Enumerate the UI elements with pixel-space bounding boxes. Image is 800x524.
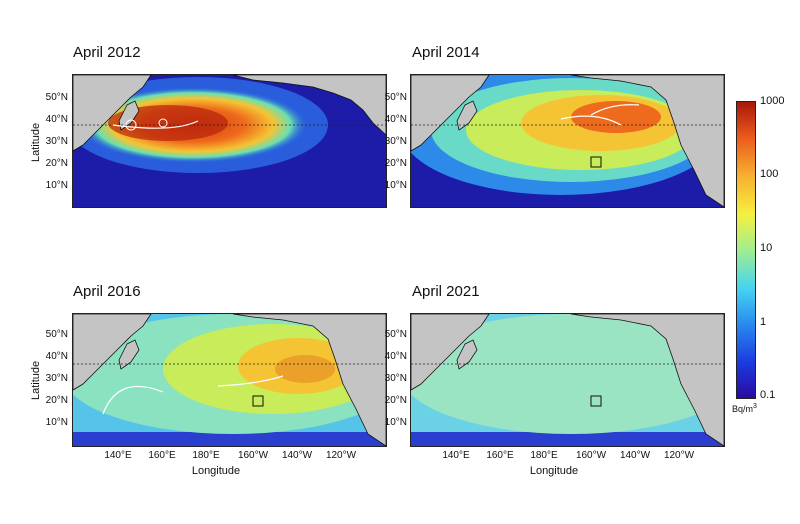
ylabel-bottom: Latitude — [30, 360, 42, 400]
xlabel-left: Longitude — [191, 465, 241, 477]
colorbar-unit-text: Bq/m — [732, 404, 754, 414]
lat-tick-20n-top-left: 20°N — [45, 158, 68, 169]
lat-tick-50n-bottom-left: 50°N — [45, 329, 68, 340]
lat-tick-20n-bottom-right: 20°N — [384, 395, 407, 406]
map-april-2014 — [410, 74, 725, 208]
colorbar-tick-1000: 1000 — [760, 95, 785, 107]
xlabel-right: Longitude — [529, 465, 579, 477]
lat-tick-20n-top-right: 20°N — [384, 158, 407, 169]
lat-tick-50n-bottom-right: 50°N — [384, 329, 407, 340]
map-april-2012 — [72, 74, 387, 208]
lat-tick-40n-top-right: 40°N — [384, 114, 407, 125]
lat-tick-10n-top-left: 10°N — [45, 180, 68, 191]
lat-tick-30n-bottom-left: 30°N — [45, 373, 68, 384]
lat-tick-30n-top-left: 30°N — [45, 136, 68, 147]
lon-tick-140w-right: 140°W — [619, 450, 651, 461]
lat-tick-40n-top-left: 40°N — [45, 114, 68, 125]
lon-tick-160w-left: 160°W — [237, 450, 269, 461]
lat-tick-10n-bottom-left: 10°N — [45, 417, 68, 428]
lat-tick-40n-bottom-right: 40°N — [384, 351, 407, 362]
lon-tick-140e-right: 140°E — [442, 450, 470, 461]
panel-title-2014: April 2014 — [412, 44, 480, 61]
map-april-2021 — [410, 313, 725, 447]
lon-tick-160e-left: 160°E — [148, 450, 176, 461]
panel-title-2012: April 2012 — [73, 44, 141, 61]
lon-tick-120w-right: 120°W — [663, 450, 695, 461]
colorbar-tick-10: 10 — [760, 242, 773, 254]
map-april-2016 — [72, 313, 387, 447]
colorbar-tick-1: 1 — [760, 316, 767, 328]
lat-tick-30n-bottom-right: 30°N — [384, 373, 407, 384]
colorbar-unit-sup: 3 — [753, 403, 757, 410]
lat-tick-50n-top-right: 50°N — [384, 92, 407, 103]
lon-tick-160e-right: 160°E — [486, 450, 514, 461]
panel-title-2021: April 2021 — [412, 283, 480, 300]
lon-tick-120w-left: 120°W — [325, 450, 357, 461]
colorbar — [736, 101, 756, 399]
lat-tick-10n-top-right: 10°N — [384, 180, 407, 191]
lat-tick-30n-top-right: 30°N — [384, 136, 407, 147]
lat-tick-20n-bottom-left: 20°N — [45, 395, 68, 406]
lon-tick-180e-left: 180°E — [192, 450, 220, 461]
lat-tick-10n-bottom-right: 10°N — [384, 417, 407, 428]
lon-tick-160w-right: 160°W — [575, 450, 607, 461]
lat-tick-50n-top-left: 50°N — [45, 92, 68, 103]
colorbar-tick-100: 100 — [760, 168, 779, 180]
ylabel-top: Latitude — [30, 122, 42, 162]
colorbar-unit: Bq/m3 — [732, 403, 757, 414]
colorbar-tick-0-1: 0.1 — [760, 389, 776, 401]
lat-tick-40n-bottom-left: 40°N — [45, 351, 68, 362]
panel-title-2016: April 2016 — [73, 283, 141, 300]
lon-tick-140e-left: 140°E — [104, 450, 132, 461]
lon-tick-180e-right: 180°E — [530, 450, 558, 461]
lon-tick-140w-left: 140°W — [281, 450, 313, 461]
